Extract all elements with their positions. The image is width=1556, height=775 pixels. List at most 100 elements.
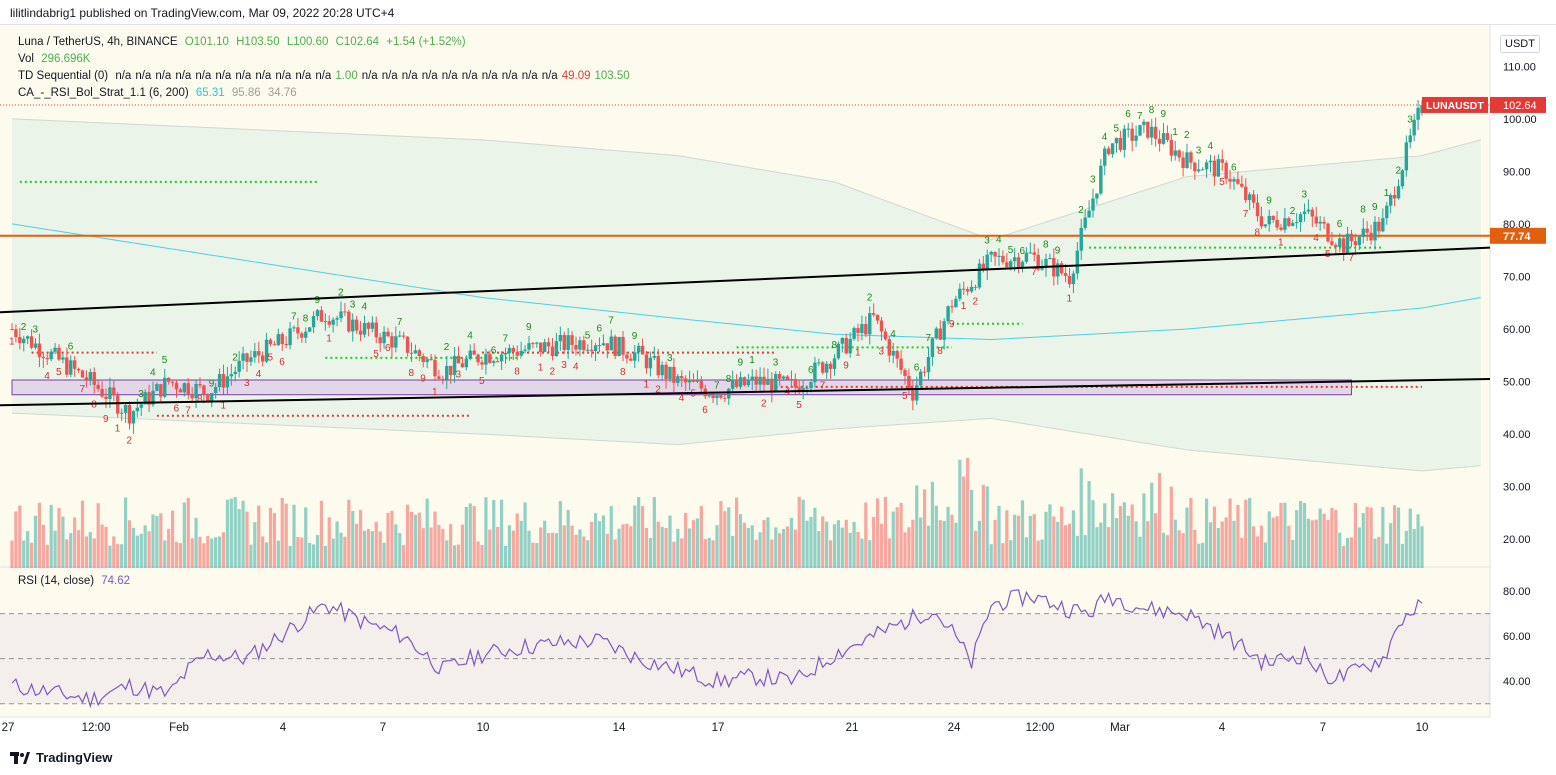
candle-body[interactable] [1059, 263, 1064, 274]
candle-body[interactable] [1247, 194, 1252, 201]
candle-body[interactable] [926, 356, 931, 373]
candle-body[interactable] [1232, 179, 1236, 182]
candle-body[interactable] [781, 376, 786, 379]
candle-body[interactable] [421, 356, 425, 362]
candle-body[interactable] [1369, 232, 1373, 241]
candle-body[interactable] [1028, 252, 1033, 254]
candle-body[interactable] [503, 352, 508, 355]
candle-body[interactable] [1388, 194, 1393, 206]
candle-body[interactable] [723, 397, 727, 399]
candle-body[interactable] [331, 319, 335, 325]
candle-body[interactable] [977, 263, 982, 288]
candle-body[interactable] [589, 349, 594, 352]
candle-body[interactable] [417, 350, 422, 357]
candle-body[interactable] [644, 354, 649, 369]
candle-body[interactable] [871, 313, 876, 315]
candle-body[interactable] [695, 380, 700, 382]
candle-body[interactable] [448, 365, 453, 375]
candle-body[interactable] [950, 306, 954, 308]
currency-button[interactable]: USDT [1500, 35, 1540, 53]
candle-body[interactable] [1341, 238, 1346, 253]
candle-body[interactable] [879, 320, 884, 332]
candle-body[interactable] [1130, 128, 1134, 141]
candle-body[interactable] [1036, 254, 1040, 270]
candle-body[interactable] [499, 354, 504, 362]
candle-body[interactable] [159, 384, 163, 397]
candle-body[interactable] [276, 334, 281, 346]
candle-body[interactable] [394, 336, 398, 348]
candle-body[interactable] [734, 380, 739, 387]
candle-body[interactable] [151, 390, 155, 405]
candle-body[interactable] [170, 381, 175, 383]
candle-body[interactable] [1283, 218, 1287, 230]
candle-body[interactable] [683, 378, 688, 383]
candle-body[interactable] [127, 404, 132, 424]
candle-body[interactable] [1122, 128, 1127, 150]
candle-body[interactable] [1326, 223, 1330, 242]
candle-body[interactable] [1338, 238, 1342, 247]
candle-body[interactable] [22, 338, 26, 344]
candle-body[interactable] [691, 379, 696, 382]
candle-body[interactable] [135, 407, 140, 412]
candle-body[interactable] [1106, 148, 1111, 155]
candle-body[interactable] [699, 380, 704, 389]
candle-body[interactable] [366, 322, 371, 329]
candle-body[interactable] [1279, 227, 1283, 230]
candle-body[interactable] [213, 387, 218, 394]
candle-body[interactable] [362, 322, 367, 335]
candle-body[interactable] [766, 378, 770, 385]
candle-body[interactable] [868, 313, 872, 335]
candle-body[interactable] [1240, 183, 1244, 187]
candle-body[interactable] [1040, 266, 1044, 270]
candle-body[interactable] [1067, 275, 1072, 285]
candle-body[interactable] [390, 336, 394, 348]
candle-body[interactable] [593, 345, 598, 352]
candle-body[interactable] [672, 366, 676, 383]
candle-body[interactable] [480, 362, 484, 365]
candle-body[interactable] [18, 337, 22, 344]
candle-body[interactable] [832, 358, 837, 369]
candle-body[interactable] [597, 345, 602, 347]
candle-body[interactable] [468, 350, 472, 359]
candle-body[interactable] [1216, 159, 1221, 177]
candle-body[interactable] [1361, 228, 1365, 237]
candle-body[interactable] [793, 379, 798, 388]
candle-body[interactable] [37, 343, 42, 357]
candle-body[interactable] [10, 329, 14, 331]
candle-body[interactable] [875, 314, 880, 321]
candle-body[interactable] [80, 370, 85, 378]
rsi-line[interactable] [11, 589, 1423, 709]
trend-line[interactable] [0, 246, 1491, 314]
candle-body[interactable] [264, 339, 269, 362]
candle-body[interactable] [1322, 221, 1326, 224]
candle-body[interactable] [965, 289, 970, 292]
candle-body[interactable] [1200, 169, 1205, 171]
candle-body[interactable] [730, 380, 735, 389]
candle-body[interactable] [1075, 250, 1080, 274]
trend-line[interactable] [0, 377, 1491, 407]
candle-body[interactable] [296, 327, 300, 334]
candle-body[interactable] [1263, 224, 1268, 227]
candle-body[interactable] [656, 355, 660, 376]
candle-body[interactable] [441, 378, 445, 380]
candle-body[interactable] [852, 328, 856, 339]
candle-body[interactable] [1185, 152, 1189, 168]
candle-body[interactable] [546, 342, 551, 347]
candle-body[interactable] [582, 340, 586, 351]
candle-body[interactable] [409, 352, 414, 354]
candle-body[interactable] [719, 395, 723, 398]
candle-body[interactable] [601, 343, 606, 346]
candle-body[interactable] [1165, 133, 1170, 141]
candle-body[interactable] [445, 365, 449, 380]
candle-body[interactable] [1220, 159, 1224, 163]
candle-body[interactable] [116, 395, 120, 414]
candle-body[interactable] [1212, 160, 1217, 177]
candle-body[interactable] [268, 339, 273, 345]
candle-body[interactable] [1330, 241, 1334, 245]
candle-body[interactable] [922, 371, 927, 373]
candle-body[interactable] [805, 387, 809, 389]
vol-label[interactable]: Vol [18, 53, 34, 65]
candle-body[interactable] [946, 306, 950, 322]
candle-body[interactable] [625, 354, 629, 359]
candle-body[interactable] [1020, 261, 1025, 268]
